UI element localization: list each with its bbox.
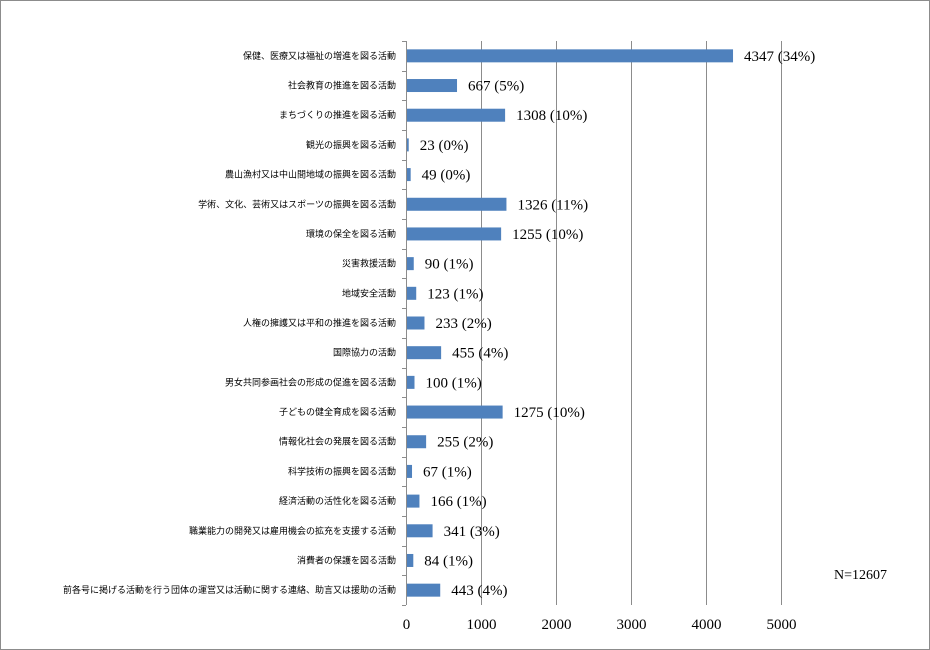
data-label: 4347 (34%): [744, 49, 815, 65]
data-label: 49 (0%): [422, 168, 471, 184]
bar: [407, 108, 506, 122]
category-label: 子どもの健全育成を図る活動: [279, 406, 396, 418]
data-label: 1255 (10%): [512, 227, 583, 243]
category-label: 前各号に掲げる活動を行う団体の運営又は活動に関する連絡、助言又は援助の活動: [63, 584, 396, 596]
bars: [407, 49, 734, 597]
bar: [407, 435, 427, 449]
category-label: 農山漁村又は中山間地域の振興を図る活動: [225, 169, 396, 181]
data-label: 255 (2%): [437, 435, 493, 451]
data-label: 23 (0%): [420, 138, 469, 154]
bar: [407, 346, 442, 360]
category-label: 観光の振興を図る活動: [306, 139, 396, 151]
bar: [407, 494, 420, 508]
x-tick-label: 4000: [692, 617, 722, 633]
data-label: 443 (4%): [451, 583, 507, 599]
data-label: 84 (1%): [424, 553, 473, 569]
category-label: 保健、医療又は福祉の増進を図る活動: [243, 50, 396, 62]
data-label: 67 (1%): [423, 464, 472, 480]
bar: [407, 49, 734, 63]
bar: [407, 464, 413, 478]
bar: [407, 553, 414, 567]
category-axis: [402, 41, 407, 606]
x-tick-labels: 0 1000 2000 3000 4000 5000: [403, 617, 797, 633]
bar: [407, 583, 441, 597]
category-label: 科学技術の振興を図る活動: [288, 465, 396, 477]
bar: [407, 405, 503, 419]
category-label: 消費者の保護を図る活動: [297, 554, 396, 566]
data-label: 123 (1%): [427, 286, 483, 302]
category-label: 国際協力の活動: [333, 347, 396, 359]
category-label: まちづくりの推進を図る活動: [279, 109, 396, 121]
bar: [407, 375, 415, 389]
data-label: 455 (4%): [452, 346, 508, 362]
data-label: 90 (1%): [425, 257, 474, 273]
bar: [407, 168, 411, 182]
category-label: 学術、文化、芸術又はスポーツの振興を図る活動: [198, 198, 396, 210]
category-label: 経済活動の活性化を図る活動: [279, 495, 396, 507]
bar: [407, 257, 414, 271]
data-label: 233 (2%): [435, 316, 491, 332]
bar: [407, 286, 417, 300]
category-label: 環境の保全を図る活動: [306, 228, 396, 240]
x-tick-label: 1000: [467, 617, 497, 633]
grid-lines: [481, 41, 782, 605]
category-label: 情報化社会の発展を図る活動: [279, 436, 396, 448]
bar: [407, 227, 502, 241]
data-label: 1326 (11%): [517, 197, 588, 213]
bar: [407, 197, 507, 211]
data-label: 166 (1%): [430, 494, 486, 510]
bar: [407, 316, 425, 330]
category-label: 人権の擁護又は平和の推進を図る活動: [243, 317, 396, 329]
category-label: 地域安全活動: [342, 287, 396, 299]
data-labels: 4347 (34%) 667 (5%) 1308 (10%) 23 (0%) 49 (0…: [420, 49, 816, 599]
x-tick-label: 3000: [617, 617, 647, 633]
data-label: 1275 (10%): [514, 405, 585, 421]
category-labels: 保健、医療又は福祉の増進を図る活動社会教育の推進を図る活動まちづくりの推進を図る…: [63, 50, 396, 596]
bar: [407, 79, 458, 93]
data-label: 341 (3%): [444, 524, 500, 540]
category-label: 男女共同参画社会の形成の促進を図る活動: [225, 376, 396, 388]
category-label: 災害救援活動: [342, 258, 396, 270]
bar: [407, 524, 433, 538]
bar: [407, 138, 409, 152]
x-tick-label: 5000: [767, 617, 797, 633]
x-tick-label: 2000: [542, 617, 572, 633]
category-label: 社会教育の推進を図る活動: [288, 80, 396, 92]
category-label: 職業能力の開発又は雇用機会の拡充を支援する活動: [189, 525, 396, 537]
x-tick-label: 0: [403, 617, 411, 633]
data-label: 1308 (10%): [516, 108, 587, 124]
sample-size-note: N=12607: [834, 568, 887, 583]
data-label: 100 (1%): [426, 375, 482, 391]
data-label: 667 (5%): [468, 79, 524, 95]
